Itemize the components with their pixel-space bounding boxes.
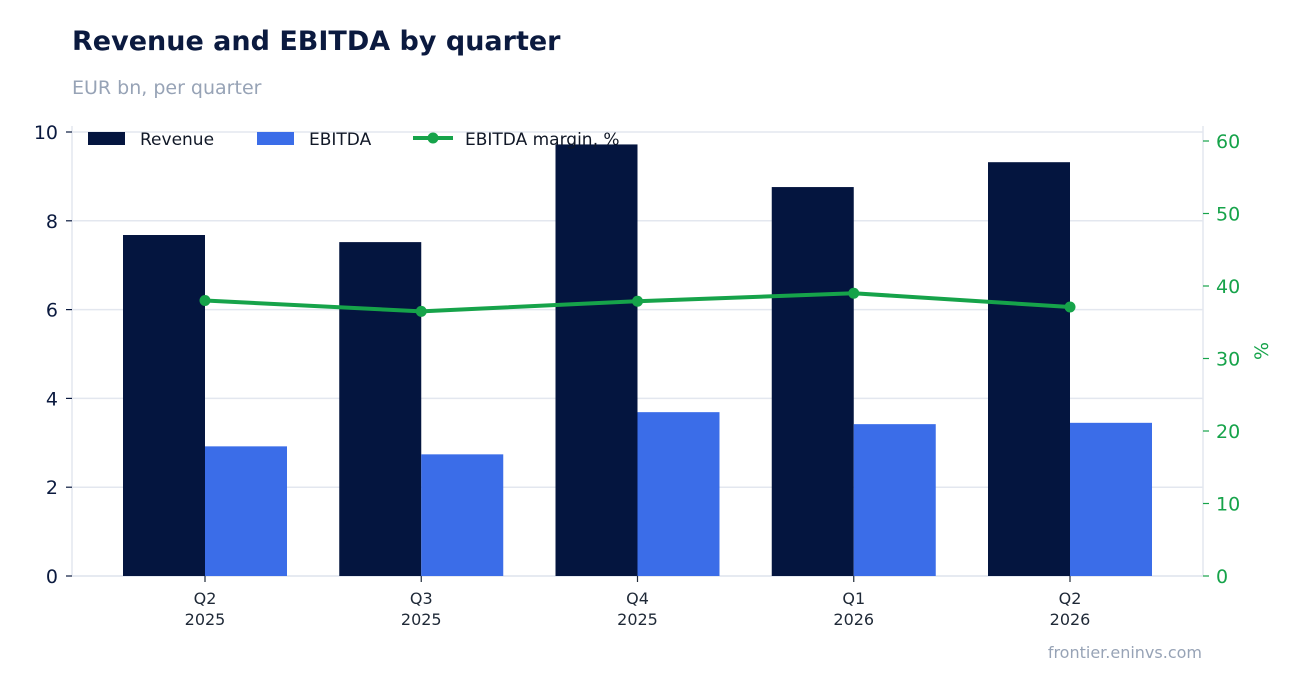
revenue-bar [988,162,1070,576]
legend-swatch-ebitda [257,132,294,145]
x-tick-label: Q2 2025 [185,589,226,629]
x-tick-label: Q3 2025 [401,589,442,629]
revenue-bar [555,144,638,576]
revenue-bar [123,235,205,576]
left-tick-label: 10 [34,122,58,144]
right-tick-label: 10 [1216,494,1240,516]
right-tick-label: 60 [1216,131,1240,153]
legend: Revenue EBITDA EBITDA margin, % [88,130,620,150]
margin-line [199,287,1076,317]
margin-point [848,287,860,299]
x-tick-label: Q4 2025 [617,589,658,629]
margin-point [1064,301,1076,313]
x-tick-label: Q2 2026 [1050,589,1091,629]
chart-title: Revenue and EBITDA by quarter [72,26,561,57]
x-tick-label: Q1 2026 [833,589,874,629]
right-tick-label: 50 [1216,204,1240,226]
x-tick-quarter: Q4 [626,589,649,608]
revenue-bar [339,242,422,576]
x-tick-quarter: Q2 [194,589,217,608]
ebitda-bar [1070,422,1152,576]
margin-point [415,305,427,317]
bars [123,144,1152,576]
x-tick-year: 2026 [1050,610,1091,629]
ebitda-bar [205,446,287,576]
ebitda-bar [421,454,504,576]
right-tick-label: 40 [1216,276,1240,298]
x-tick-year: 2026 [833,610,874,629]
chart-subtitle: EUR bn, per quarter [72,77,262,99]
legend-label-revenue: Revenue [140,130,214,150]
legend-label-margin: EBITDA margin, % [465,130,620,150]
legend-swatch-revenue [88,132,125,145]
ebitda-bar [637,412,720,576]
right-tick-label: 30 [1216,349,1240,371]
revenue-bar [771,187,854,576]
x-tick-year: 2025 [401,610,442,629]
x-tick-year: 2025 [185,610,226,629]
right-tick-label: 20 [1216,421,1240,443]
left-tick-label: 0 [46,566,58,588]
margin-point [632,295,643,307]
x-tick-quarter: Q1 [842,589,865,608]
source-label: frontier.eninvs.com [1047,643,1202,662]
left-tick-label: 6 [46,300,58,322]
right-axis-label: % [1251,342,1273,360]
ebitda-bar [853,424,936,576]
left-tick-label: 4 [46,388,58,410]
left-tick-label: 2 [46,477,58,499]
x-tick-quarter: Q2 [1059,589,1082,608]
left-tick-label: 8 [46,211,58,233]
x-tick-year: 2025 [617,610,658,629]
right-tick-label: 0 [1216,566,1228,588]
legend-label-ebitda: EBITDA [309,130,372,150]
x-tick-quarter: Q3 [410,589,433,608]
legend-swatch-margin-dot [427,132,439,144]
margin-point [199,295,211,306]
